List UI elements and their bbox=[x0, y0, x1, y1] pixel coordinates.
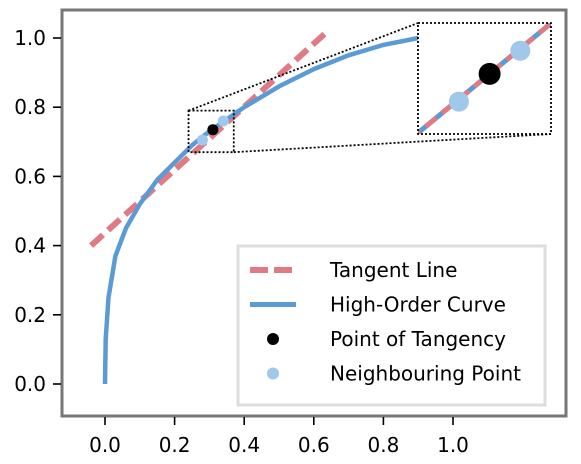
x-tick-label: 0.6 bbox=[298, 433, 330, 457]
legend-dot-marker bbox=[267, 333, 279, 345]
zoom-connector bbox=[233, 133, 552, 154]
zoom-connector bbox=[188, 22, 419, 112]
plot-frame bbox=[60, 8, 568, 418]
inset-tangency-point bbox=[478, 62, 501, 85]
x-tick-label: 0.8 bbox=[367, 433, 399, 457]
tangent-line bbox=[89, 28, 330, 248]
y-tick-label: 0.6 bbox=[14, 164, 46, 188]
y-tick-label: 0.2 bbox=[14, 303, 46, 327]
tangency-point bbox=[207, 124, 219, 136]
x-tick-label: 0.0 bbox=[89, 433, 121, 457]
inset-content bbox=[418, 23, 551, 134]
x-tick-label: 0.4 bbox=[228, 433, 260, 457]
y-tick-label: 0.0 bbox=[14, 372, 46, 396]
inset-tangent bbox=[418, 23, 551, 134]
neighbouring-point bbox=[217, 115, 229, 127]
legend-label: Tangent Line bbox=[329, 258, 457, 282]
y-tick-label: 0.8 bbox=[14, 95, 46, 119]
high-order-curve bbox=[102, 35, 419, 385]
inset-neighbouring-point bbox=[510, 40, 531, 61]
y-tick-label: 1.0 bbox=[14, 26, 46, 50]
y-tick-label: 0.4 bbox=[14, 234, 46, 258]
neighbouring-point bbox=[196, 134, 208, 146]
zoom-source-box bbox=[187, 109, 235, 154]
inset-neighbouring-point bbox=[448, 91, 469, 112]
legend-label: Neighbouring Point bbox=[330, 362, 521, 386]
legend-label: Point of Tangency bbox=[330, 327, 506, 351]
x-tick-label: 0.2 bbox=[159, 433, 191, 457]
legend-label: High-Order Curve bbox=[330, 293, 506, 317]
x-tick-label: 1.0 bbox=[437, 433, 469, 457]
inset-border bbox=[417, 22, 552, 135]
legend-dot-marker bbox=[267, 367, 279, 380]
